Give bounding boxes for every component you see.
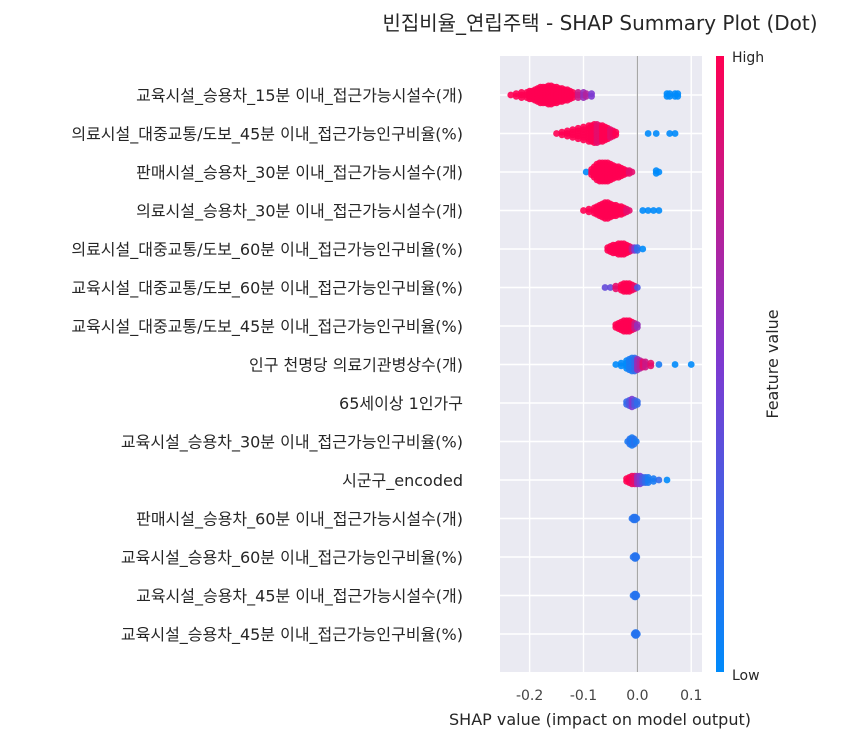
feature-label: 교육시설_승용차_15분 이내_접근가능시설수(개) xyxy=(136,86,463,106)
shap-point xyxy=(633,246,641,254)
shap-point xyxy=(639,207,647,214)
feature-label: 판매시설_승용차_30분 이내_접근가능시설수(개) xyxy=(136,163,463,183)
colorbar-low-label: Low xyxy=(732,668,760,684)
x-axis-label: SHAP value (impact on model output) xyxy=(449,710,751,729)
shap-point xyxy=(625,207,633,214)
shap-point xyxy=(580,207,587,214)
x-tick-label: 0.0 xyxy=(626,688,648,704)
feature-label: 교육시설_승용차_60분 이내_접근가능인구비율(%) xyxy=(121,548,463,568)
shap-point xyxy=(633,515,641,522)
feature-label: 교육시설_대중교통/도보_60분 이내_접근가능인구비율(%) xyxy=(71,279,463,299)
shap-point xyxy=(612,131,620,139)
feature-label: 의료시설_대중교통/도보_45분 이내_접근가능인구비율(%) xyxy=(71,125,463,145)
shap-point xyxy=(585,208,593,216)
shap-point xyxy=(580,136,587,144)
shap-point xyxy=(633,592,641,599)
shap-point xyxy=(574,94,582,101)
shap-point xyxy=(644,479,652,486)
shap-point xyxy=(588,92,595,100)
shap-point xyxy=(633,630,641,638)
shap-point xyxy=(671,361,679,368)
shap-point xyxy=(655,168,663,176)
colorbar-high-label: High xyxy=(732,50,764,66)
shap-point xyxy=(650,477,657,485)
shap-point xyxy=(647,362,655,370)
feature-label: 의료시설_대중교통/도보_60분 이내_접근가능인구비율(%) xyxy=(71,240,463,260)
feature-label: 인구 천명당 의료기관병상수(개) xyxy=(249,356,463,375)
shap-point xyxy=(633,284,641,291)
shap-point xyxy=(601,284,609,291)
shap-point xyxy=(632,438,640,445)
feature-label: 의료시설_승용차_30분 이내_접근가능시설수(개) xyxy=(136,202,463,222)
feature-label: 교육시설_대중교통/도보_45분 이내_접근가능인구비율(%) xyxy=(71,317,463,337)
chart-title: 빈집비율_연립주택 - SHAP Summary Plot (Dot) xyxy=(382,11,817,35)
shap-point xyxy=(558,131,566,139)
feature-label: 교육시설_승용차_30분 이내_접근가능인구비율(%) xyxy=(121,433,463,453)
shap-point xyxy=(518,94,525,101)
x-tick-label: -0.2 xyxy=(516,688,543,704)
colorbar xyxy=(716,56,724,672)
shap-point xyxy=(617,362,625,370)
colorbar-title: Feature value xyxy=(763,309,782,418)
shap-point xyxy=(666,130,674,137)
x-tick-label: -0.1 xyxy=(570,688,597,704)
shap-point xyxy=(671,130,679,137)
shap-point xyxy=(582,92,590,100)
shap-point xyxy=(507,91,515,99)
feature-labels: 교육시설_승용차_15분 이내_접근가능시설수(개) 의료시설_대중교통/도보_4… xyxy=(71,86,463,645)
shap-point xyxy=(639,245,647,253)
shap-point xyxy=(666,92,674,100)
feature-label: 시군구_encoded xyxy=(342,471,463,491)
shap-point xyxy=(607,284,614,291)
shap-point xyxy=(642,363,649,371)
feature-label: 교육시설_승용차_45분 이내_접근가능시설수(개) xyxy=(136,587,463,607)
shap-point xyxy=(655,361,663,368)
shap-point xyxy=(655,476,663,484)
shap-point xyxy=(633,323,641,331)
shap-point xyxy=(633,553,641,561)
x-tick-label: 0.1 xyxy=(680,688,702,704)
shap-point xyxy=(553,130,560,137)
shap-point xyxy=(582,168,590,176)
feature-label: 판매시설_승용차_60분 이내_접근가능시설수(개) xyxy=(136,510,463,530)
shap-point xyxy=(644,130,652,137)
feature-label: 교육시설_승용차_45분 이내_접근가능인구비율(%) xyxy=(121,625,463,645)
shap-point xyxy=(612,285,620,293)
shap-point xyxy=(574,135,582,143)
shap-point xyxy=(569,94,577,101)
shap-point xyxy=(512,92,520,100)
shap-point xyxy=(633,400,641,408)
shap-point xyxy=(663,476,671,484)
shap-point xyxy=(652,130,660,137)
shap-point xyxy=(650,207,657,214)
feature-label: 65세이상 1인가구 xyxy=(339,394,463,413)
shap-point xyxy=(674,92,682,100)
shap-points xyxy=(507,82,695,639)
shap-point xyxy=(569,134,577,141)
shap-point xyxy=(655,207,663,214)
shap-point xyxy=(644,207,652,214)
shap-point xyxy=(563,132,571,140)
x-tick-labels: -0.2 -0.1 0.0 0.1 xyxy=(516,688,702,704)
shap-point xyxy=(687,361,695,368)
shap-point xyxy=(628,168,636,176)
shap-point xyxy=(612,361,620,368)
